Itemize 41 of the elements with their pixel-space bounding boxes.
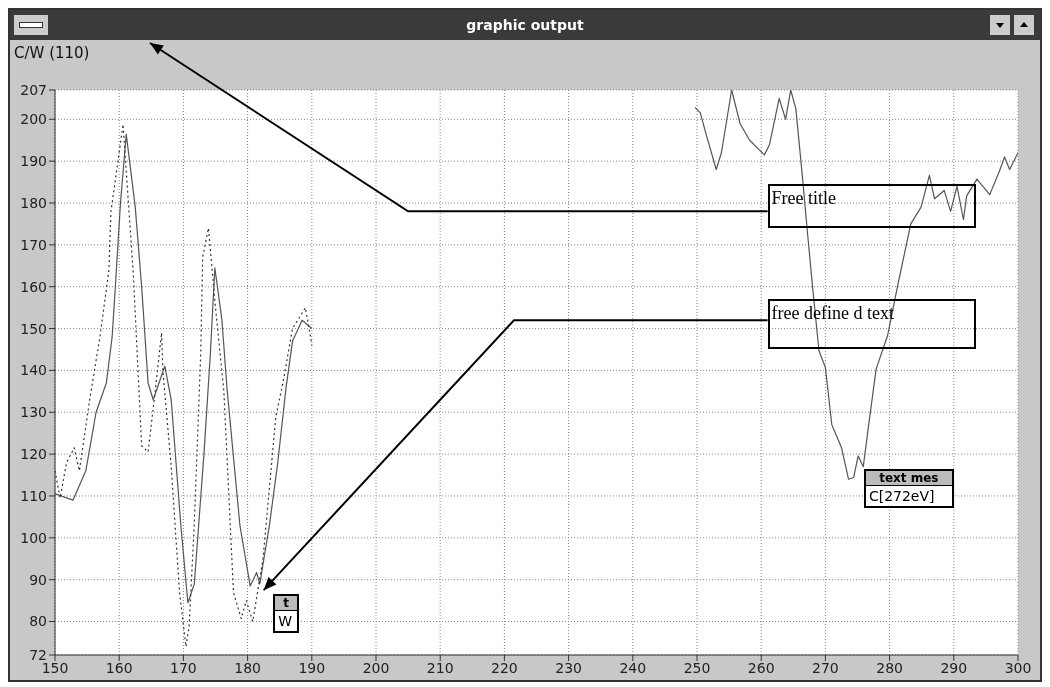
annotation: W xyxy=(277,612,294,632)
y-tick-label: 160 xyxy=(20,278,47,295)
x-tick-label: 240 xyxy=(619,659,647,676)
x-tick-label: 250 xyxy=(683,659,711,676)
y-tick-label: 90 xyxy=(29,571,47,588)
y-tick-label: 100 xyxy=(20,529,47,546)
x-tick-label: 200 xyxy=(362,659,390,676)
chart-title: graphic output xyxy=(466,17,584,33)
y-tick-label: 150 xyxy=(20,320,47,337)
annotation: free define d text xyxy=(771,303,895,324)
y-axis-title: C/W (110) xyxy=(14,44,90,62)
x-tick-label: 300 xyxy=(1004,659,1032,676)
y-tick-label: 170 xyxy=(20,236,47,253)
x-tick-label: 160 xyxy=(105,659,133,676)
x-tick-label: 280 xyxy=(876,659,903,676)
text-box: text mes C[272eV] xyxy=(863,468,954,508)
y-tick-label: 190 xyxy=(20,153,47,170)
text-box: free define d text xyxy=(767,299,977,350)
text-box: t W xyxy=(273,594,299,634)
x-tick-label: 290 xyxy=(940,659,968,676)
x-tick-label: 270 xyxy=(812,659,839,676)
annotation: C[272eV] xyxy=(867,486,936,506)
x-tick-label: 180 xyxy=(234,659,261,676)
x-tick-label: 220 xyxy=(491,659,518,676)
annotation: text mes xyxy=(865,470,952,486)
y-tick-label: 130 xyxy=(20,404,47,421)
y-tick-label: 80 xyxy=(29,613,47,630)
annotation: Free title xyxy=(771,188,837,209)
y-tick-label: 180 xyxy=(20,194,47,211)
x-tick-label: 260 xyxy=(747,659,775,676)
x-tick-label: 210 xyxy=(426,659,454,676)
y-tick-label: 200 xyxy=(20,111,47,128)
y-tick-label: 140 xyxy=(20,362,47,379)
y-tick-label: 110 xyxy=(20,487,47,504)
y-tick-label: 207 xyxy=(20,81,47,98)
y-tick-label: 120 xyxy=(20,446,47,463)
x-tick-label: 230 xyxy=(555,659,582,676)
text-box: Free title xyxy=(767,184,977,229)
x-tick-label: 170 xyxy=(170,659,197,676)
annotation: t xyxy=(275,596,297,612)
x-tick-label: 190 xyxy=(298,659,326,676)
